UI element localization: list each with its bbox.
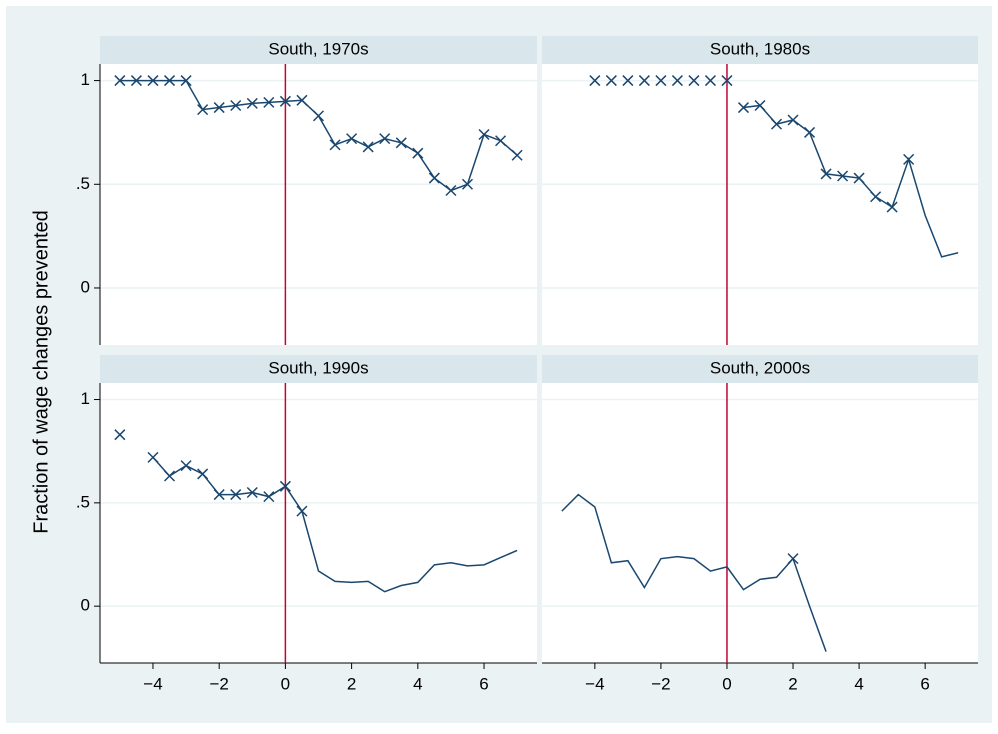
data-marker <box>721 75 733 87</box>
x-tick-label: 4 <box>854 674 863 693</box>
panel-title: South, 1990s <box>268 358 368 377</box>
data-marker <box>230 489 242 501</box>
x-tick-label: 6 <box>920 674 929 693</box>
data-marker <box>395 137 407 149</box>
data-marker <box>163 470 176 482</box>
x-tick-label: −2 <box>209 674 228 693</box>
data-marker <box>147 75 159 87</box>
data-marker <box>461 178 474 190</box>
data-marker <box>246 97 258 109</box>
data-marker <box>379 133 391 145</box>
x-tick-label: 2 <box>347 674 356 693</box>
y-tick-label: 1 <box>81 389 90 408</box>
data-marker <box>853 172 865 184</box>
data-marker <box>362 141 374 153</box>
data-line <box>561 493 827 652</box>
data-marker <box>412 147 424 159</box>
data-marker <box>147 451 159 463</box>
data-marker <box>688 75 700 87</box>
plot-area <box>100 64 537 345</box>
data-marker <box>263 491 275 503</box>
data-marker <box>296 505 308 517</box>
data-marker <box>246 486 258 499</box>
x-tick-label: −2 <box>651 674 670 693</box>
data-marker <box>754 99 766 112</box>
x-tick-label: 6 <box>479 674 488 693</box>
data-marker <box>230 99 242 112</box>
panel-header <box>100 355 537 383</box>
x-tick-label: 0 <box>722 674 731 693</box>
y-tick-label: .5 <box>76 492 90 511</box>
x-tick-label: 4 <box>413 674 422 693</box>
panel-header <box>100 36 537 64</box>
data-marker <box>279 95 291 107</box>
data-marker <box>197 468 209 480</box>
data-marker <box>163 75 176 87</box>
data-marker <box>704 75 716 87</box>
y-tick-label: .5 <box>76 174 90 193</box>
y-tick-label: 0 <box>81 596 90 615</box>
data-marker <box>495 135 507 147</box>
data-marker <box>770 118 783 130</box>
y-tick-label: 1 <box>81 70 90 89</box>
plot-area <box>100 383 537 663</box>
data-marker <box>445 184 457 197</box>
data-marker <box>197 104 209 116</box>
data-marker <box>279 480 291 492</box>
panel-title: South, 1970s <box>268 39 368 58</box>
data-marker <box>346 133 358 145</box>
x-tick-label: 0 <box>281 674 290 693</box>
data-marker <box>655 75 667 87</box>
data-marker <box>296 94 308 106</box>
plot-area <box>542 383 978 663</box>
data-marker <box>511 149 523 161</box>
y-tick-label: 0 <box>81 277 90 296</box>
data-marker <box>837 170 849 182</box>
data-marker <box>820 168 832 180</box>
x-tick-label: −4 <box>585 674 604 693</box>
data-marker <box>671 75 683 87</box>
data-marker <box>804 126 816 138</box>
panel-title: South, 1980s <box>710 39 810 58</box>
data-marker <box>114 75 126 87</box>
data-marker <box>605 75 617 87</box>
data-marker <box>622 75 634 87</box>
data-marker <box>870 191 882 203</box>
data-marker <box>787 553 799 565</box>
data-marker <box>180 460 192 472</box>
data-line <box>743 104 959 258</box>
data-marker <box>130 75 142 87</box>
data-marker <box>114 429 126 441</box>
data-line <box>152 456 518 593</box>
data-marker <box>903 153 915 165</box>
panel-header <box>542 355 978 383</box>
x-tick-label: −4 <box>143 674 162 693</box>
data-marker <box>428 172 440 184</box>
data-marker <box>180 75 192 87</box>
data-marker <box>312 110 325 122</box>
data-marker <box>329 139 341 151</box>
data-marker <box>213 102 225 114</box>
plot-area <box>542 64 978 345</box>
data-marker <box>263 96 275 108</box>
data-marker <box>886 201 898 213</box>
x-tick-label: 2 <box>788 674 797 693</box>
data-marker <box>787 114 799 126</box>
panel-header <box>542 36 978 64</box>
data-marker <box>213 489 225 501</box>
data-marker <box>638 75 650 87</box>
y-axis-label: Fraction of wage changes prevented <box>30 210 52 534</box>
data-marker <box>589 75 601 87</box>
panel-title: South, 2000s <box>710 358 810 377</box>
data-marker <box>737 102 750 114</box>
data-marker <box>478 128 490 141</box>
